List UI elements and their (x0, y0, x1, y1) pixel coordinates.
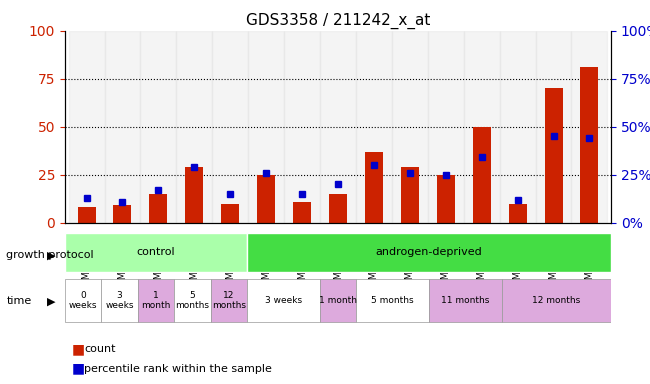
Bar (365, 152, 383, 223)
Text: 0
weeks: 0 weeks (69, 291, 97, 310)
Bar (473, 127, 491, 223)
FancyBboxPatch shape (356, 279, 429, 322)
Bar (580, 67, 599, 223)
Bar (392, 31, 428, 223)
FancyBboxPatch shape (101, 279, 138, 322)
FancyBboxPatch shape (65, 233, 247, 272)
Text: ■: ■ (72, 343, 84, 356)
Bar (320, 31, 356, 223)
Bar (257, 175, 275, 223)
Bar (293, 202, 311, 223)
FancyBboxPatch shape (211, 279, 247, 322)
Bar (176, 31, 213, 223)
Bar (536, 31, 571, 223)
Bar (428, 31, 463, 223)
Text: ■: ■ (72, 362, 84, 376)
Bar (114, 205, 131, 223)
Bar (463, 31, 500, 223)
Text: time: time (6, 296, 32, 306)
FancyBboxPatch shape (502, 279, 611, 322)
Text: control: control (136, 247, 176, 258)
Bar (500, 31, 536, 223)
Text: count: count (84, 344, 116, 354)
Text: 11 months: 11 months (441, 296, 489, 305)
Title: GDS3358 / 211242_x_at: GDS3358 / 211242_x_at (246, 13, 430, 29)
Bar (69, 31, 105, 223)
Text: androgen-deprived: androgen-deprived (376, 247, 482, 258)
Text: 1 month: 1 month (319, 296, 357, 305)
Text: ▶: ▶ (47, 296, 55, 306)
Bar (437, 175, 455, 223)
FancyBboxPatch shape (429, 279, 502, 322)
Bar (571, 31, 607, 223)
Text: growth protocol: growth protocol (6, 250, 94, 260)
Bar (221, 204, 239, 223)
Text: 3
weeks: 3 weeks (105, 291, 134, 310)
Bar (150, 194, 168, 223)
FancyBboxPatch shape (65, 279, 101, 322)
FancyBboxPatch shape (174, 279, 211, 322)
Text: 1
month: 1 month (141, 291, 171, 310)
Bar (213, 31, 248, 223)
Bar (248, 31, 284, 223)
Bar (545, 88, 562, 223)
Text: 5
months: 5 months (176, 291, 209, 310)
FancyBboxPatch shape (247, 233, 611, 272)
Text: 3 weeks: 3 weeks (265, 296, 302, 305)
Bar (105, 31, 140, 223)
Bar (185, 167, 203, 223)
Bar (508, 204, 526, 223)
Text: ▶: ▶ (47, 250, 55, 260)
Bar (329, 194, 347, 223)
Bar (77, 207, 96, 223)
Bar (356, 31, 392, 223)
FancyBboxPatch shape (320, 279, 356, 322)
Bar (401, 167, 419, 223)
Bar (140, 31, 176, 223)
FancyBboxPatch shape (138, 279, 174, 322)
Bar (284, 31, 320, 223)
FancyBboxPatch shape (247, 279, 320, 322)
Text: 5 months: 5 months (371, 296, 414, 305)
Text: 12
months: 12 months (212, 291, 246, 310)
Text: percentile rank within the sample: percentile rank within the sample (84, 364, 272, 374)
Text: 12 months: 12 months (532, 296, 580, 305)
